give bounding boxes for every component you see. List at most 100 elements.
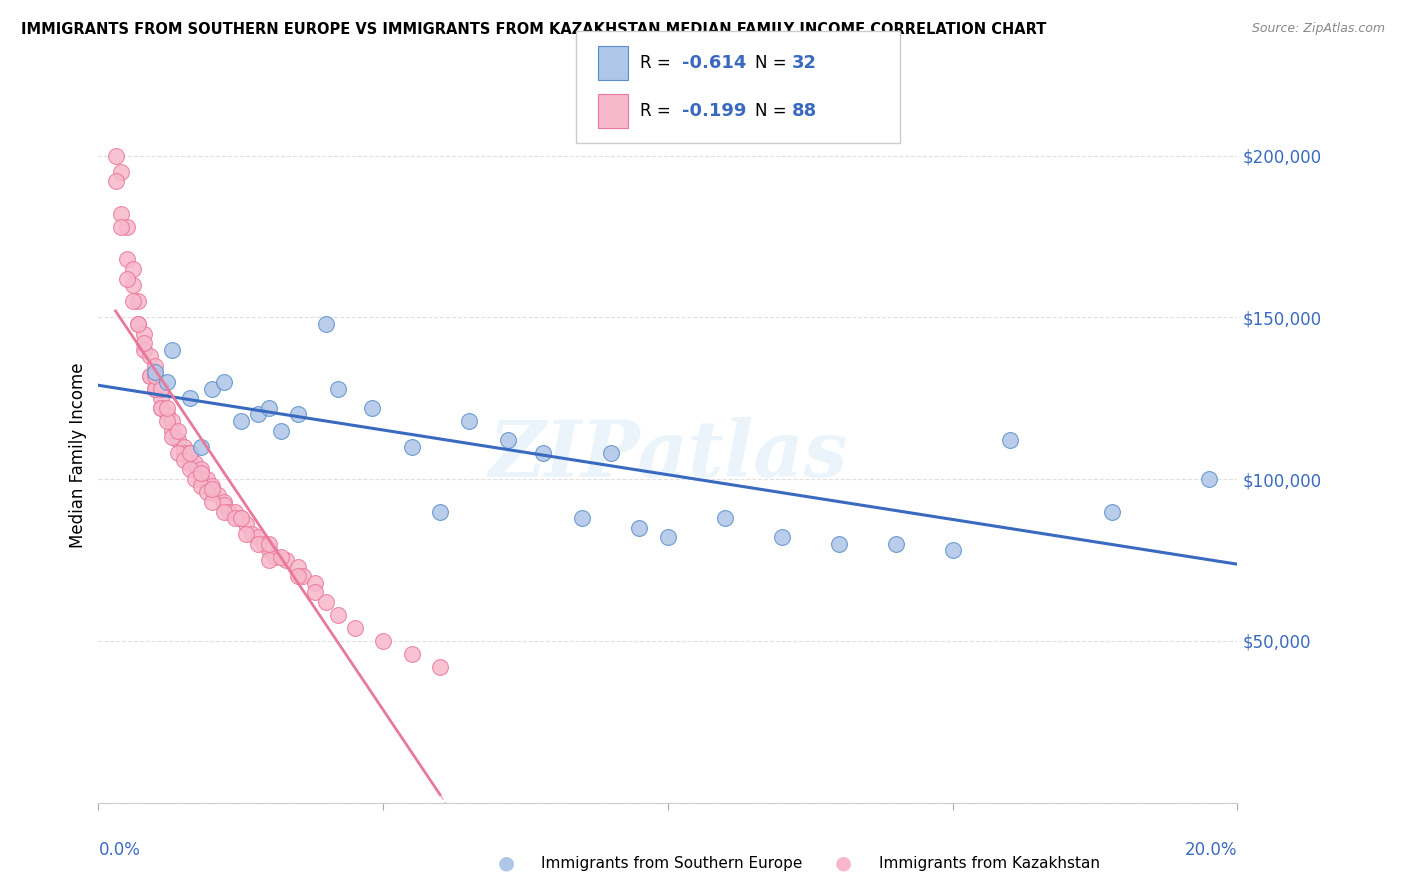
Text: 88: 88: [792, 102, 817, 120]
Point: [229, 511, 252, 525]
Point: [401, 647, 423, 661]
Point: [373, 634, 395, 648]
Point: [360, 401, 382, 415]
Point: [115, 252, 138, 267]
Point: [240, 527, 263, 541]
Point: [150, 401, 173, 415]
Point: [127, 317, 149, 331]
Point: [212, 495, 235, 509]
Point: [235, 527, 257, 541]
Point: [156, 401, 179, 415]
Point: [179, 446, 201, 460]
Point: [571, 511, 593, 525]
Text: ●: ●: [498, 854, 515, 873]
Point: [259, 401, 281, 415]
Point: [132, 336, 155, 351]
Point: [259, 537, 281, 551]
Point: [292, 569, 315, 583]
Point: [184, 472, 207, 486]
Point: [145, 382, 167, 396]
Point: [315, 595, 337, 609]
Point: [156, 375, 179, 389]
Point: [167, 446, 190, 460]
Point: [287, 408, 309, 422]
Point: [115, 271, 138, 285]
Point: [276, 553, 298, 567]
Point: [167, 424, 190, 438]
Point: [179, 456, 201, 470]
Point: [179, 392, 201, 406]
Point: [498, 434, 520, 448]
Point: [1101, 504, 1123, 518]
Text: Immigrants from Kazakhstan: Immigrants from Kazakhstan: [879, 856, 1099, 871]
Point: [942, 543, 965, 558]
Point: [252, 537, 274, 551]
Point: [343, 621, 366, 635]
Point: [179, 462, 201, 476]
Point: [145, 365, 167, 379]
Point: [828, 537, 851, 551]
Point: [201, 482, 224, 496]
Point: [259, 543, 281, 558]
Text: 0.0%: 0.0%: [98, 841, 141, 859]
Point: [201, 485, 224, 500]
Point: [156, 414, 179, 428]
Point: [429, 660, 451, 674]
Point: [184, 456, 207, 470]
Text: IMMIGRANTS FROM SOUTHERN EUROPE VS IMMIGRANTS FROM KAZAKHSTAN MEDIAN FAMILY INCO: IMMIGRANTS FROM SOUTHERN EUROPE VS IMMIG…: [21, 22, 1046, 37]
Text: Immigrants from Southern Europe: Immigrants from Southern Europe: [541, 856, 803, 871]
Point: [714, 511, 737, 525]
Point: [1198, 472, 1220, 486]
Point: [246, 408, 269, 422]
Text: 32: 32: [792, 54, 817, 72]
Point: [110, 207, 132, 221]
Point: [218, 504, 240, 518]
Point: [132, 343, 155, 357]
Point: [212, 498, 235, 512]
Point: [304, 585, 326, 599]
Point: [138, 349, 160, 363]
Point: [173, 446, 195, 460]
Text: ●: ●: [835, 854, 852, 873]
Point: [121, 278, 143, 293]
Point: [162, 424, 184, 438]
Point: [115, 219, 138, 234]
Point: [132, 326, 155, 341]
Point: [162, 430, 184, 444]
Point: [145, 359, 167, 373]
Point: [212, 504, 235, 518]
Text: -0.614: -0.614: [682, 54, 747, 72]
Point: [998, 434, 1021, 448]
Point: [173, 452, 195, 467]
Point: [287, 559, 309, 574]
Text: R =: R =: [640, 102, 676, 120]
Point: [138, 368, 160, 383]
Point: [270, 549, 292, 564]
Point: [121, 294, 143, 309]
Point: [884, 537, 907, 551]
Y-axis label: Median Family Income: Median Family Income: [69, 362, 87, 548]
Point: [127, 317, 149, 331]
Point: [167, 434, 190, 448]
Point: [259, 553, 281, 567]
Point: [190, 472, 212, 486]
Point: [195, 472, 218, 486]
Point: [304, 575, 326, 590]
Point: [264, 549, 287, 564]
Point: [657, 531, 679, 545]
Point: [150, 382, 173, 396]
Point: [326, 382, 349, 396]
Point: [201, 495, 224, 509]
Point: [127, 294, 149, 309]
Text: N =: N =: [755, 102, 792, 120]
Text: N =: N =: [755, 54, 792, 72]
Point: [145, 382, 167, 396]
Point: [229, 511, 252, 525]
Point: [270, 424, 292, 438]
Text: R =: R =: [640, 54, 676, 72]
Point: [150, 392, 173, 406]
Point: [104, 174, 127, 188]
Point: [190, 462, 212, 476]
Point: [190, 440, 212, 454]
Point: [429, 504, 451, 518]
